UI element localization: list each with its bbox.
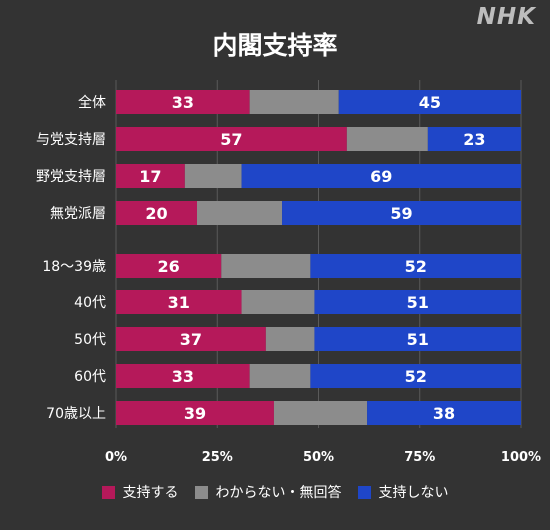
data-label: 33 [172,93,194,112]
stacked-bar-chart: 全体 33 45 与党支持層 57 23 野党支持層 17 69 無党派層 20 59 18〜39歳 26… [36,80,541,465]
category-label: 全体 [78,94,106,111]
legend-label-not-support: 支持しない [378,485,449,501]
bar-segment [249,364,311,388]
legend-label-undecided: わからない・無回答 [215,485,342,501]
bar-segment [249,90,339,114]
data-label: 52 [405,367,427,386]
bar-segment [310,254,521,278]
bar-segment [116,254,222,278]
data-label: 69 [370,167,392,186]
data-label: 37 [180,330,202,349]
bar-segment [116,201,197,225]
bar-segment [310,364,521,388]
data-label: 51 [407,330,429,349]
bar-segment [265,327,315,351]
bar-segment [241,290,315,314]
category-label: 18〜39歳 [42,259,106,275]
data-label: 26 [158,257,180,276]
bar-segment [314,290,521,314]
bar-segment [314,327,521,351]
bar-segment [282,201,521,225]
data-label: 39 [184,404,206,423]
data-label: 45 [419,93,441,112]
bar-segment [241,164,522,188]
bar-segment [338,90,521,114]
legend-swatch-undecided [194,485,208,499]
data-label: 52 [405,257,427,276]
x-tick-label: 50% [303,450,334,465]
chart-title: 内閣支持率 [212,31,338,60]
x-tick-label: 25% [202,450,233,465]
data-label: 59 [390,204,412,223]
legend-item-support: 支持する [101,482,179,502]
data-label: 51 [407,293,429,312]
bar-segment [116,90,250,114]
legend-item-undecided: わからない・無回答 [194,482,342,502]
x-tick-label: 0% [105,450,127,465]
bar-segment [116,364,250,388]
legend-swatch-support [101,485,115,499]
bar-segment [273,401,368,425]
category-label: 70歳以上 [46,406,106,422]
category-label: 野党支持層 [36,169,106,185]
bar-segment [116,164,185,188]
category-label: 与党支持層 [36,132,106,148]
bar-segment [116,127,347,151]
legend-label-support: 支持する [122,485,179,501]
data-label: 57 [220,130,242,149]
x-tick-label: 75% [404,450,435,465]
data-label: 23 [463,130,485,149]
data-label: 20 [145,204,167,223]
category-label: 無党派層 [50,206,106,222]
bar-segment [116,327,266,351]
bar-segment [346,127,428,151]
category-label: 60代 [74,369,106,385]
legend-swatch-not-support [357,485,371,499]
nhk-logo: NHK [476,4,536,30]
bar-segment [116,401,274,425]
bar-segment [221,254,311,278]
bar-segment [116,290,242,314]
bar-segment [184,164,242,188]
bar-segment [197,201,283,225]
data-label: 31 [168,293,190,312]
legend-item-not-support: 支持しない [357,482,449,502]
legend: 支持する わからない・無回答 支持しない [0,482,550,502]
x-tick-label: 100% [501,450,541,465]
bar-segment [427,127,521,151]
data-label: 17 [139,167,161,186]
data-label: 38 [433,404,455,423]
category-label: 50代 [74,332,106,348]
bar-segment [367,401,521,425]
data-label: 33 [172,367,194,386]
category-label: 40代 [74,295,106,311]
